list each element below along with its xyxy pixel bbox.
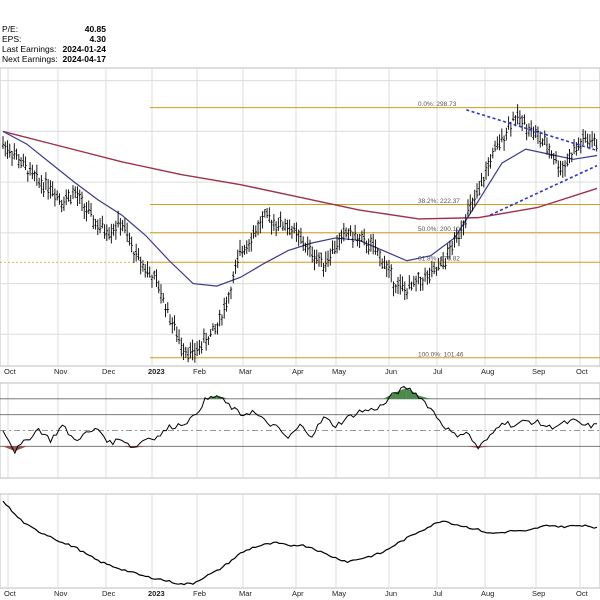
- month-tick-label: Oct: [576, 367, 589, 376]
- eps-row: EPS: 4.30: [2, 34, 106, 44]
- fib-level-label: 38.2%: 222.37: [418, 198, 460, 205]
- oscillator-oversold-fill: [478, 446, 491, 448]
- month-tick-label: Jul: [433, 367, 443, 376]
- next-earnings-label: Next Earnings:: [2, 54, 58, 64]
- fib-level-label: 100.0%: 101.46: [418, 351, 464, 358]
- last-earnings-row: Last Earnings: 2024-01-24: [2, 44, 106, 54]
- month-tick-label: 2023: [148, 589, 165, 598]
- oscillator-oversold-fill: [466, 446, 479, 448]
- month-tick-label: Jun: [385, 367, 397, 376]
- oscillator-overbought-fill: [418, 395, 431, 399]
- moving-average-long-line: [2, 130, 598, 220]
- last-earnings-value: 2024-01-24: [62, 44, 106, 54]
- fib-level-label: 50.0%: 200.10: [418, 226, 460, 233]
- moving-average-short-line: [2, 130, 598, 287]
- month-tick-label: Jul: [433, 589, 443, 598]
- price-layer: 0.0%: 298.73 38.2%: 222.37 50.0%: 200.10 61…: [0, 80, 600, 376]
- oscillator-overbought-fill: [395, 387, 407, 399]
- pe-label: P/E:: [2, 24, 19, 34]
- month-tick-label: Nov: [54, 367, 68, 376]
- month-tick-label: Apr: [292, 589, 304, 598]
- month-tick-label: Dec: [102, 367, 116, 376]
- oscillator-line: [2, 385, 598, 455]
- month-tick-label: Aug: [481, 367, 494, 376]
- month-tick-label: Aug: [481, 589, 494, 598]
- month-tick-label: Mar: [239, 589, 252, 598]
- month-tick-label: Feb: [193, 589, 206, 598]
- month-tick-label: Dec: [102, 589, 116, 598]
- month-tick-label: Feb: [193, 367, 206, 376]
- trendline: [466, 109, 598, 152]
- price-panel: [0, 67, 600, 367]
- month-tick-label: Sep: [532, 367, 545, 376]
- month-tick-label: Apr: [292, 367, 304, 376]
- fib-level-label: 61.8%: 176.82: [418, 256, 460, 263]
- pe-row: P/E: 40.85: [2, 24, 106, 34]
- relative-strength-layer: Oct Nov Dec 2023 Feb Mar Apr May Jun Jul Aug Sep Oct: [2, 500, 598, 598]
- month-tick-label: Oct: [576, 589, 589, 598]
- month-tick-label: May: [332, 367, 346, 376]
- month-tick-label: 2023: [148, 367, 165, 376]
- month-tick-label: May: [332, 589, 346, 598]
- fundamentals-box: P/E: 40.85 EPS: 4.30 Last Earnings: 2024…: [2, 24, 106, 64]
- month-tick-label: Oct: [4, 589, 17, 598]
- last-earnings-label: Last Earnings:: [2, 44, 57, 54]
- next-earnings-value: 2024-04-17: [62, 54, 106, 64]
- eps-value: 4.30: [89, 34, 106, 44]
- fib-level-label: 0.0%: 298.73: [418, 101, 457, 108]
- relative-strength-panel: [0, 493, 600, 589]
- oscillator-overbought-fill: [383, 392, 396, 399]
- oscillator-layer: [0, 385, 600, 455]
- month-tick-label: Mar: [239, 367, 252, 376]
- month-tick-label: Nov: [54, 589, 68, 598]
- month-tick-label: Jun: [385, 589, 397, 598]
- relative-strength-line: [2, 500, 598, 586]
- month-tick-label: Oct: [4, 367, 17, 376]
- month-tick-label: Sep: [532, 589, 545, 598]
- oscillator-oversold-fill: [14, 446, 27, 452]
- pe-value: 40.85: [84, 24, 106, 34]
- eps-label: EPS:: [2, 34, 22, 44]
- price-bars: [1, 104, 598, 363]
- next-earnings-row: Next Earnings: 2024-04-17: [2, 54, 106, 64]
